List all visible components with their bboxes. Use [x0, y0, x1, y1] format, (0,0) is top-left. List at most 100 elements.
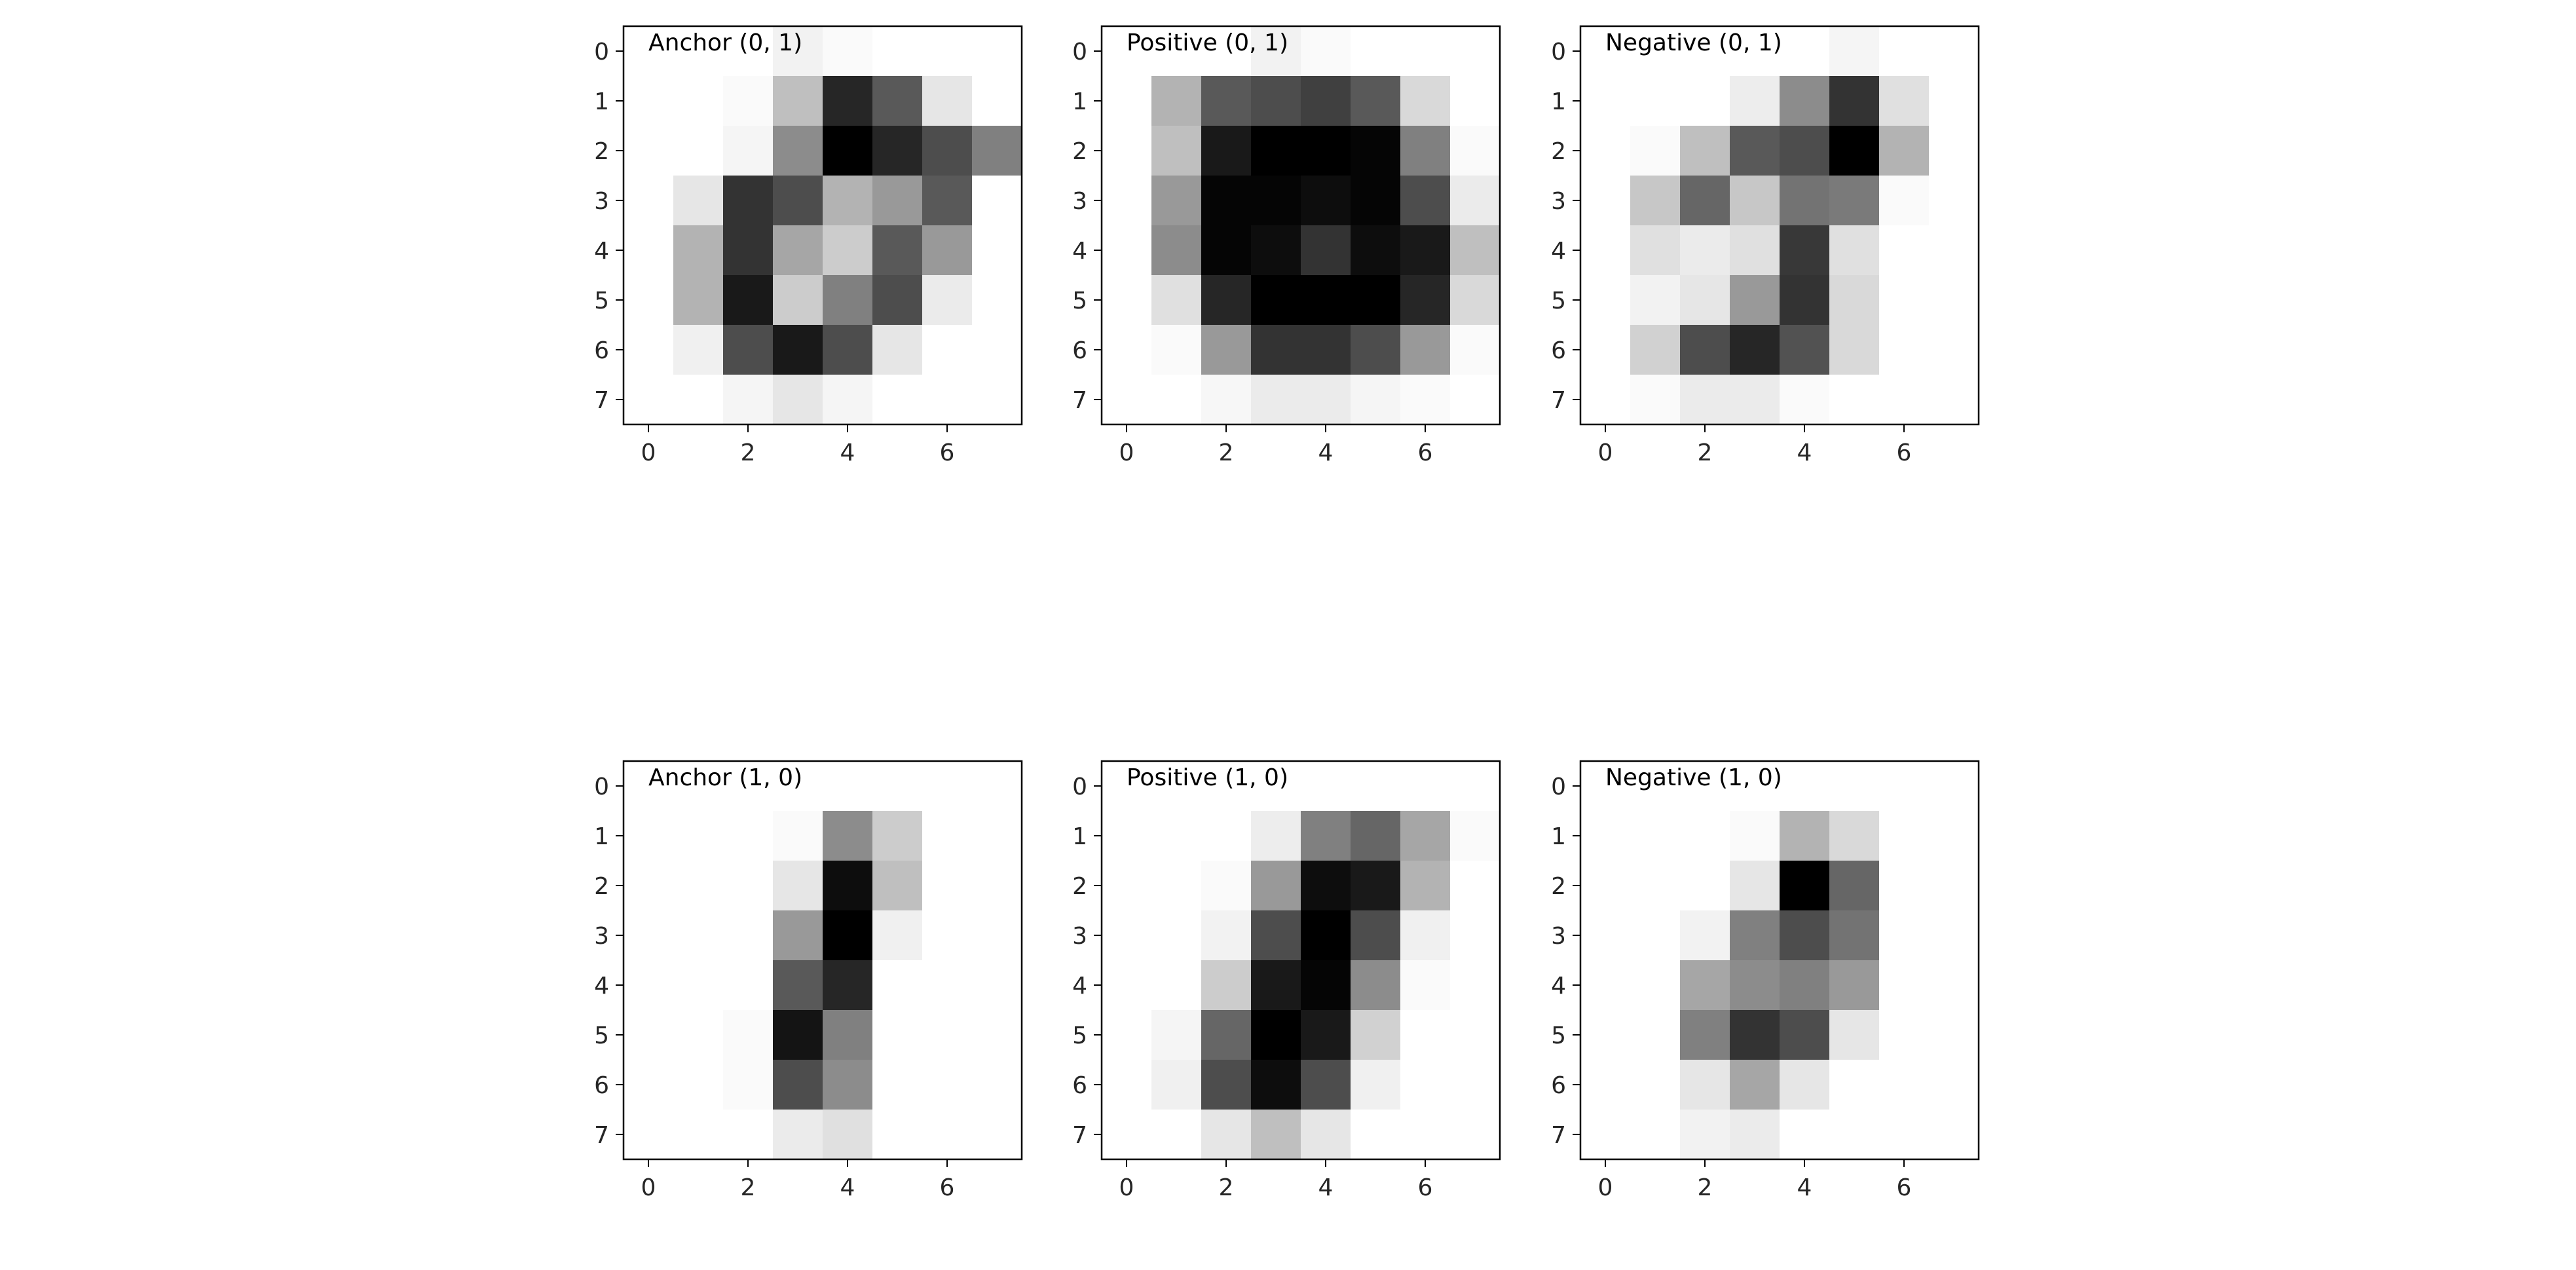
heatmap-cell	[1102, 375, 1152, 425]
heatmap-cell	[1879, 26, 1930, 77]
heatmap-cell	[1450, 960, 1501, 1011]
heatmap-cell	[972, 1060, 1022, 1110]
y-tick-label: 0	[594, 774, 609, 800]
heatmap-cell	[1450, 176, 1501, 226]
heatmap-cell	[872, 811, 923, 861]
heatmap-cell	[1450, 126, 1501, 176]
heatmap-cell	[723, 126, 774, 176]
heatmap-cell	[1251, 910, 1301, 961]
heatmap-cell	[1102, 1060, 1152, 1110]
heatmap-cell	[1730, 1060, 1780, 1110]
heatmap-cell	[1450, 225, 1501, 276]
heatmap-panel-2: Negative (0, 1) 0 1 2 3 4 5 6 7 0 2 4 6	[1551, 25, 1980, 466]
y-tick-label: 3	[594, 188, 609, 215]
heatmap-cell	[673, 910, 724, 961]
heatmap-cell	[1580, 176, 1631, 226]
heatmap-cell	[1829, 76, 1880, 126]
heatmap-cell	[1102, 1010, 1152, 1060]
heatmap-cell	[1780, 910, 1830, 961]
x-tick-label: 2	[741, 439, 756, 466]
heatmap-cell	[1201, 811, 1252, 861]
heatmap-cell	[1929, 811, 1979, 861]
heatmap-cell	[1730, 225, 1780, 276]
heatmap-cell	[823, 26, 873, 77]
heatmap-cell	[1301, 225, 1351, 276]
x-tick-label: 2	[1219, 1174, 1234, 1201]
heatmap-cell	[1730, 275, 1780, 326]
heatmap-cell	[624, 76, 674, 126]
heatmap-cell	[1151, 1060, 1202, 1110]
heatmap-cell	[773, 861, 823, 911]
heatmap-cell	[872, 960, 923, 1011]
heatmap-cell	[972, 1110, 1022, 1160]
heatmap-cell	[922, 325, 973, 375]
heatmap-cell	[673, 126, 724, 176]
axes-frame	[1579, 25, 1980, 426]
heatmap-cell	[1450, 910, 1501, 961]
heatmap-cell	[673, 1010, 724, 1060]
heatmap-cell	[773, 176, 823, 226]
heatmap-cell	[1630, 910, 1681, 961]
heatmap-cell	[1730, 375, 1780, 425]
heatmap-cell	[1400, 1110, 1451, 1160]
heatmap-cell	[624, 225, 674, 276]
heatmap-cell	[1351, 910, 1401, 961]
y-tick-label: 7	[594, 1122, 609, 1149]
y-tick-label: 7	[1551, 387, 1566, 414]
heatmap-cell	[673, 811, 724, 861]
heatmap-cell	[972, 861, 1022, 911]
heatmap-cell	[1630, 811, 1681, 861]
y-tick-label: 1	[1072, 88, 1087, 115]
heatmap-cell	[1680, 26, 1730, 77]
heatmap-cell	[1301, 761, 1351, 812]
heatmap-cell	[1151, 26, 1202, 77]
heatmap-cell	[1829, 761, 1880, 812]
panel-title: Negative (1, 0)	[1605, 764, 1782, 791]
heatmap-cell	[1102, 325, 1152, 375]
heatmap-cell	[773, 1010, 823, 1060]
x-tick-label: 4	[840, 1174, 855, 1201]
heatmap-cell	[1301, 76, 1351, 126]
heatmap-cell	[1251, 225, 1301, 276]
heatmap-cell	[624, 1060, 674, 1110]
heatmap-cell	[823, 861, 873, 911]
heatmap-cell	[1630, 1110, 1681, 1160]
heatmap-cell	[1450, 275, 1501, 326]
heatmap-cell	[1201, 1060, 1252, 1110]
heatmap-cell	[972, 960, 1022, 1011]
y-tick-label: 6	[1072, 1072, 1087, 1099]
x-tick-label: 6	[940, 1174, 955, 1201]
heatmap-cell	[1630, 960, 1681, 1011]
heatmap-cell	[1351, 960, 1401, 1011]
heatmap-cell	[1580, 861, 1631, 911]
heatmap-cell	[1580, 960, 1631, 1011]
heatmap-cell	[1301, 960, 1351, 1011]
y-tick-label: 0	[1551, 774, 1566, 800]
heatmap-cell	[1879, 76, 1930, 126]
heatmap-cell	[1450, 761, 1501, 812]
heatmap-cell	[624, 126, 674, 176]
y-tick-label: 7	[1072, 1122, 1087, 1149]
heatmap-cell	[972, 76, 1022, 126]
x-tick-label: 6	[1897, 439, 1912, 466]
y-tick-label: 3	[1551, 188, 1566, 215]
heatmap-cell	[972, 761, 1022, 812]
heatmap-cell	[1680, 76, 1730, 126]
y-tick-label: 7	[1551, 1122, 1566, 1149]
heatmap-cell	[1829, 176, 1880, 226]
heatmap-cell	[1680, 375, 1730, 425]
x-tick-label: 6	[940, 439, 955, 466]
heatmap-cell	[1151, 126, 1202, 176]
heatmap-cell	[1251, 1010, 1301, 1060]
heatmap-cell	[673, 375, 724, 425]
heatmap-cell	[1400, 910, 1451, 961]
heatmap-cell	[723, 225, 774, 276]
axes-frame	[1100, 25, 1501, 426]
heatmap-cell	[1680, 176, 1730, 226]
heatmap-cell	[1780, 225, 1830, 276]
heatmap-cell	[1351, 275, 1401, 326]
heatmap-cell	[1151, 76, 1202, 126]
heatmap-cell	[624, 26, 674, 77]
heatmap-cell	[1829, 1010, 1880, 1060]
heatmap-cell	[1630, 325, 1681, 375]
